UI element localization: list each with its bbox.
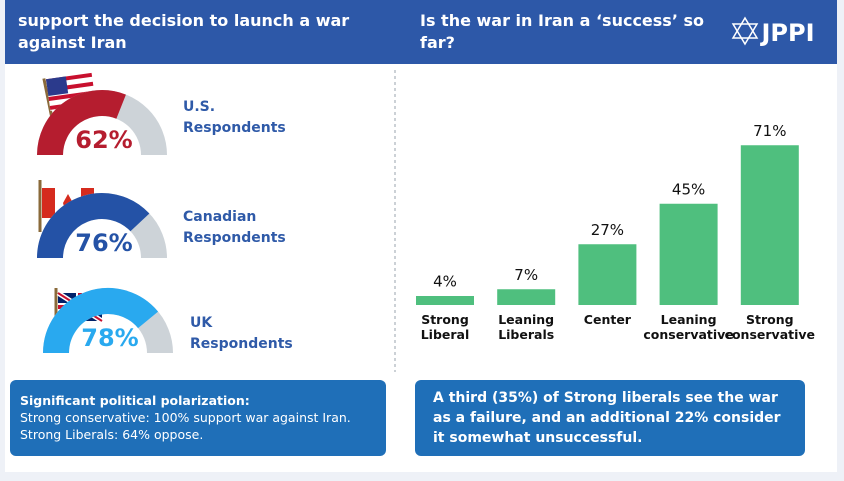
bar bbox=[740, 145, 799, 305]
logo: JPPI bbox=[759, 19, 814, 47]
gauge-value: 62% bbox=[75, 126, 132, 154]
gauge-label: UK Respondents bbox=[190, 315, 293, 352]
right-title: Is the war in Iran a ‘success’ so far? bbox=[420, 11, 704, 52]
gauge-arc bbox=[43, 288, 159, 354]
note-right: A third (35%) of Strong liberals see the… bbox=[415, 380, 805, 456]
bar bbox=[659, 203, 718, 305]
gauge-arc bbox=[37, 193, 150, 259]
gauge-label: U.S. Respondents bbox=[183, 99, 286, 136]
category-label: Center bbox=[583, 312, 631, 327]
logo-icon bbox=[731, 16, 759, 46]
category-label: Strong conservative bbox=[724, 312, 816, 342]
left-title: support the decision to launch a war aga… bbox=[18, 11, 350, 52]
gauge-label: Canadian Respondents bbox=[183, 209, 286, 246]
note-line: Strong conservative: 100% support war ag… bbox=[20, 410, 351, 425]
category-label: Leaning Liberals bbox=[498, 312, 555, 342]
note-title: Significant political polarization: bbox=[20, 393, 250, 408]
value-label: 4% bbox=[433, 273, 457, 291]
category-label: Leaning conservative bbox=[643, 312, 734, 342]
gauge-arc bbox=[37, 90, 126, 156]
note-left: Significant political polarization: Stro… bbox=[10, 380, 386, 456]
note-line: Strong Liberals: 64% oppose. bbox=[20, 427, 204, 442]
value-label: 71% bbox=[753, 122, 786, 140]
value-label: 45% bbox=[672, 180, 705, 198]
bar bbox=[416, 296, 474, 305]
bar bbox=[578, 244, 637, 305]
gauge-value: 76% bbox=[75, 229, 132, 257]
bar bbox=[497, 289, 556, 305]
value-label: 7% bbox=[514, 266, 538, 284]
value-label: 27% bbox=[591, 221, 624, 239]
header-bar bbox=[5, 0, 837, 64]
category-label: Strong Liberal bbox=[420, 312, 470, 342]
gauge-value: 78% bbox=[81, 324, 138, 352]
